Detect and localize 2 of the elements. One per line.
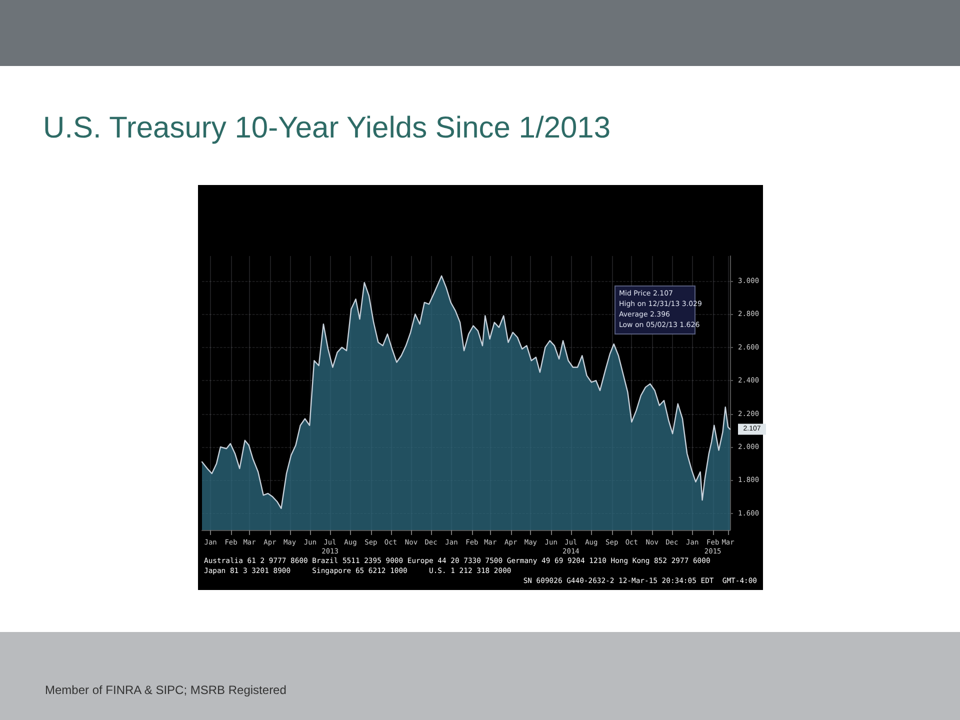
- text: Member of FINRA & SIPC; MSRB Registered: [45, 683, 286, 697]
- chart-title: U.S. Treasury 10-Year Yields Since 1/2013: [43, 112, 611, 144]
